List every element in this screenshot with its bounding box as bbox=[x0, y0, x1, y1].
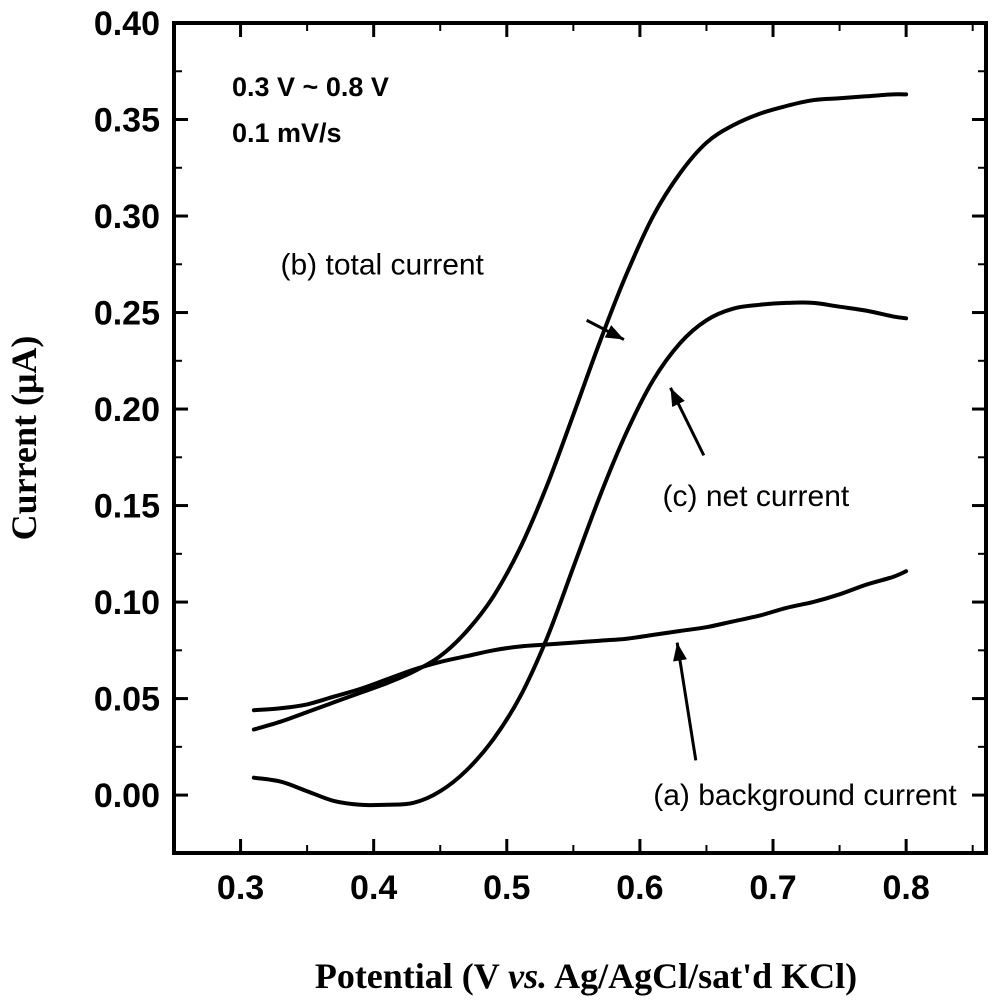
annotation-arrow-head bbox=[673, 642, 687, 662]
annotation-background-current: (a) background current bbox=[653, 779, 957, 812]
annotation-total-current: (b) total current bbox=[280, 248, 484, 281]
x-axis-title-prefix: Potential (V bbox=[315, 956, 508, 996]
x-tick-label: 0.4 bbox=[350, 869, 397, 907]
annotation-net-current: (c) net current bbox=[663, 480, 850, 513]
series-group bbox=[251, 92, 909, 808]
y-tick-label: 0.00 bbox=[94, 777, 160, 815]
x-axis-ticks: 0.3 0.4 0.5 0.6 0.7 0.8 bbox=[217, 23, 974, 907]
y-tick-label: 0.40 bbox=[94, 5, 160, 43]
y-tick-label: 0.25 bbox=[94, 295, 160, 333]
annotation-arrow-head bbox=[604, 325, 624, 340]
annotation-arrow-head bbox=[670, 387, 685, 408]
series-line-net bbox=[251, 300, 909, 808]
x-axis-title: Potential (V vs. Ag/AgCl/sat'd KCl) bbox=[315, 956, 857, 996]
y-tick-label: 0.20 bbox=[94, 391, 160, 429]
y-tick-label: 0.05 bbox=[94, 681, 160, 719]
y-axis-ticks: 0.00 0.05 0.10 0.15 0.20 0.25 0.30 0.35 0.40 bbox=[94, 5, 986, 815]
x-tick-label: 0.6 bbox=[616, 869, 663, 907]
x-tick-label: 0.3 bbox=[217, 869, 264, 907]
conditions-line-2: 0.1 mV/s bbox=[232, 118, 342, 148]
conditions-line-1: 0.3 V ~ 0.8 V bbox=[232, 72, 389, 102]
x-tick-label: 0.7 bbox=[749, 869, 796, 907]
y-tick-label: 0.35 bbox=[94, 102, 160, 140]
x-tick-label: 0.8 bbox=[882, 869, 929, 907]
plot-frame bbox=[172, 21, 988, 855]
y-tick-label: 0.10 bbox=[94, 584, 160, 622]
x-axis-title-suffix: Ag/AgCl/sat'd KCl) bbox=[547, 956, 857, 996]
y-axis-title: Current (μA) bbox=[4, 336, 44, 541]
annotations-group: (b) total current (c) net current (a) back… bbox=[280, 248, 957, 812]
x-tick-label: 0.5 bbox=[483, 869, 530, 907]
y-tick-label: 0.15 bbox=[94, 488, 160, 526]
x-axis-title-italic: vs. bbox=[508, 956, 547, 996]
y-tick-label: 0.30 bbox=[94, 198, 160, 236]
series-line-total bbox=[251, 92, 909, 732]
annotation-arrow-shaft bbox=[675, 642, 698, 761]
series-line-background bbox=[251, 569, 909, 713]
